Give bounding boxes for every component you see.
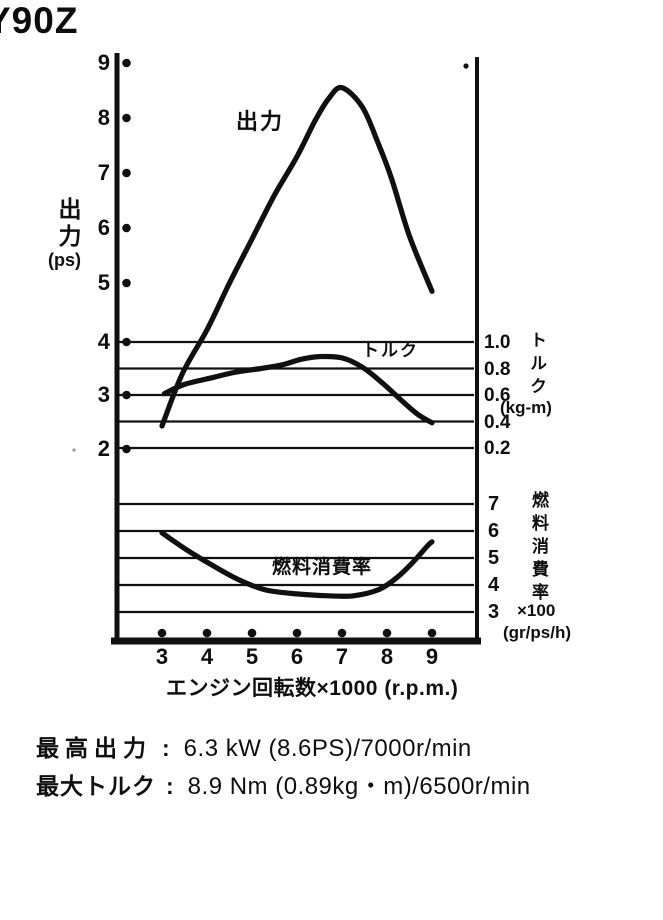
torque-axis-unit: (kg-m)	[500, 398, 552, 417]
power-tick-dot	[122, 444, 131, 454]
model-code: Y90Z	[0, 0, 79, 41]
torque-tick-label: 0.8	[484, 358, 511, 380]
x-tick-dot	[292, 628, 302, 638]
power-tick-dot	[122, 113, 131, 123]
power-tick-dot	[122, 278, 131, 288]
speck-dot	[463, 63, 469, 69]
x-tick-dot	[202, 628, 212, 638]
power-tick-label: 2	[97, 436, 110, 461]
power-curve	[159, 84, 435, 429]
x-tick-label: 8	[380, 644, 394, 669]
power-tick-dot	[122, 223, 131, 233]
power-curve-label: 出力	[236, 109, 285, 134]
power-tick-dot	[122, 58, 131, 68]
x-tick-label: 9	[425, 644, 439, 669]
fuel-axis-unit-multiplier: ×100	[517, 601, 556, 620]
max-power-label: 最高出力	[36, 735, 152, 761]
power-axis-title: 出力	[55, 197, 81, 251]
torque-axis-title: トルク	[527, 331, 546, 400]
fuel-curve-label: 燃料消費率	[272, 557, 373, 578]
power-axis-unit: (ps)	[48, 250, 81, 270]
speck-dot	[72, 448, 76, 452]
power-tick-dot	[122, 337, 131, 347]
x-tick-dot	[247, 628, 257, 638]
fuel-tick-label: 5	[488, 547, 500, 569]
x-axis-title: エンジン回転数×1000 (r.p.m.)	[166, 677, 459, 700]
torque-tick-label: 0.2	[484, 438, 511, 459]
fuel-axis-title: 燃料消費率	[529, 491, 548, 606]
x-tick-label: 4	[200, 644, 214, 669]
x-tick-dot	[427, 628, 437, 638]
x-tick-label: 7	[335, 644, 349, 669]
power-tick-label: 4	[97, 329, 110, 354]
spec-colon: :	[162, 735, 170, 761]
fuel-tick-label: 7	[488, 493, 500, 515]
power-tick-label: 9	[97, 50, 110, 75]
spec-colon: :	[166, 773, 174, 799]
torque-tick-label: 1.0	[484, 332, 511, 353]
torque-tick-label: 0.6	[484, 385, 511, 406]
torque-curve	[161, 353, 435, 426]
x-tick-label: 6	[290, 644, 304, 669]
torque-curve-label: トルク	[362, 341, 419, 360]
power-tick-label: 3	[97, 382, 110, 407]
power-tick-dot	[122, 168, 131, 178]
max-torque-label: 最大トルク	[36, 773, 156, 799]
power-tick-dot	[122, 390, 131, 400]
power-tick-label: 6	[97, 215, 110, 240]
fuel-tick-label: 4	[488, 574, 500, 596]
spec-summary: 最高出力 : 6.3 kW (8.6PS)/7000r/min 最大トルク : …	[36, 729, 531, 803]
x-tick-label: 5	[245, 644, 259, 669]
power-tick-label: 7	[97, 160, 110, 185]
x-tick-dot	[337, 628, 347, 638]
power-tick-label: 5	[97, 270, 110, 295]
fuel-axis-unit: (gr/ps/h)	[503, 623, 571, 642]
max-power-value: 6.3 kW (8.6PS)/7000r/min	[183, 735, 472, 762]
max-power-spec: 最高出力 : 6.3 kW (8.6PS)/7000r/min	[36, 729, 531, 766]
torque-tick-label: 0.4	[484, 411, 511, 433]
x-tick-label: 3	[155, 644, 169, 669]
x-tick-dot	[382, 628, 392, 638]
power-tick-label: 8	[97, 105, 110, 130]
fuel-tick-label: 6	[488, 520, 500, 542]
fuel-tick-label: 3	[488, 601, 500, 623]
fuel-curve	[159, 530, 435, 599]
max-torque-value: 8.9 Nm (0.89kg・m)/6500r/min	[187, 773, 531, 800]
x-tick-dot	[157, 628, 167, 638]
max-torque-spec: 最大トルク : 8.9 Nm (0.89kg・m)/6500r/min	[36, 766, 531, 803]
